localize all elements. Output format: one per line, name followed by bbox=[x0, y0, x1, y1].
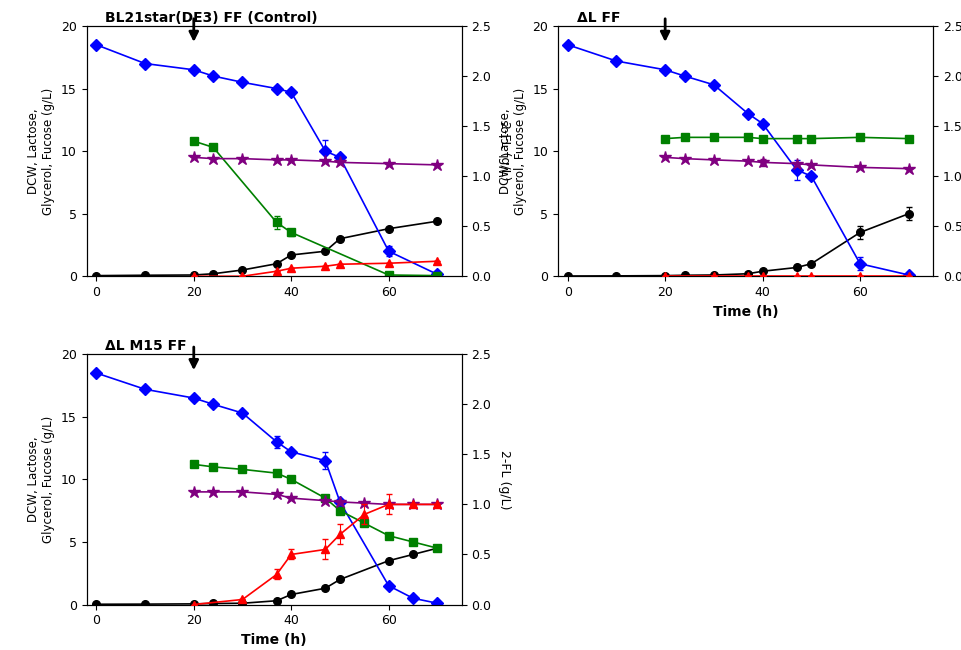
Y-axis label: 2-FL (g/L): 2-FL (g/L) bbox=[498, 122, 510, 181]
Y-axis label: DCW, Lactose,
Glycerol, Fucose (g/L): DCW, Lactose, Glycerol, Fucose (g/L) bbox=[499, 88, 527, 214]
X-axis label: Time (h): Time (h) bbox=[241, 633, 307, 647]
X-axis label: Time (h): Time (h) bbox=[712, 305, 777, 318]
Text: ΔL M15 FF: ΔL M15 FF bbox=[105, 339, 186, 353]
Y-axis label: DCW, Lactose,
Glycerol, Fucose (g/L): DCW, Lactose, Glycerol, Fucose (g/L) bbox=[28, 88, 56, 214]
Text: ΔL FF: ΔL FF bbox=[576, 11, 620, 25]
Text: BL21star(DE3) FF (Control): BL21star(DE3) FF (Control) bbox=[105, 11, 318, 25]
Y-axis label: DCW, Lactose,
Glycerol, Fucose (g/L): DCW, Lactose, Glycerol, Fucose (g/L) bbox=[28, 416, 56, 543]
Y-axis label: 2-FL (g/L): 2-FL (g/L) bbox=[498, 450, 510, 509]
